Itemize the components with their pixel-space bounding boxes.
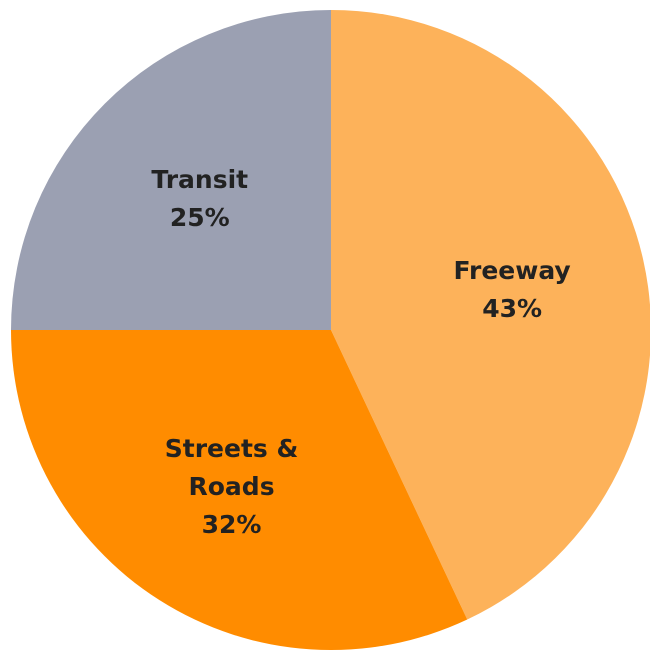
slice-label: Transit 25% — [115, 161, 285, 237]
pie-slice — [10, 330, 468, 650]
slice-label: Freeway 43% — [427, 252, 597, 328]
slice-label: Streets & Roads 32% — [147, 430, 317, 544]
category-label: Streets & Roads — [164, 433, 299, 501]
value-label: 25% — [169, 202, 230, 232]
category-label: Transit — [151, 164, 249, 194]
pie-slice — [11, 10, 331, 330]
category-label: Freeway — [453, 255, 571, 285]
value-label: 32% — [201, 509, 262, 539]
pie-slice — [331, 10, 650, 620]
value-label: 43% — [482, 293, 543, 323]
